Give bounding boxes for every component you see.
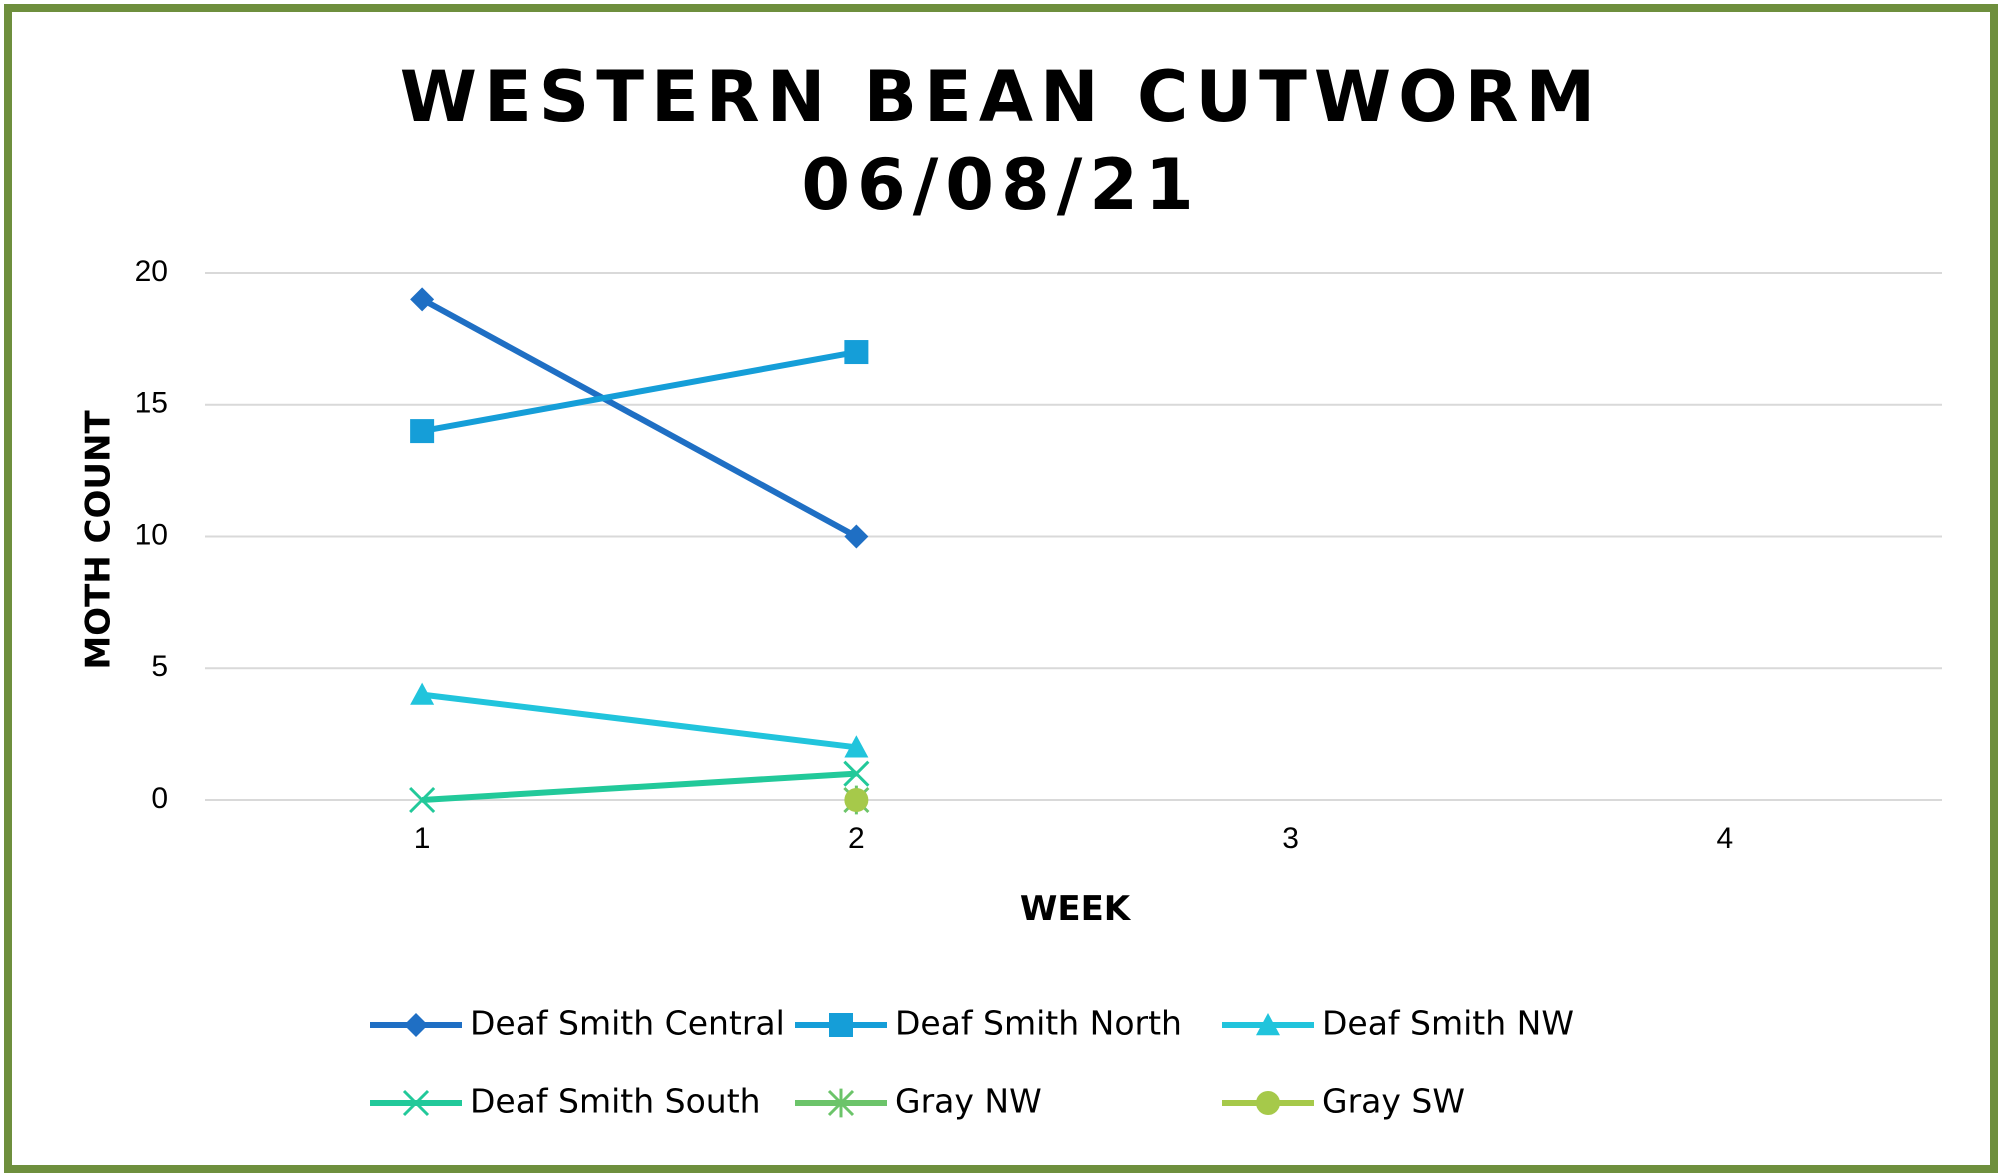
data-point bbox=[844, 735, 869, 758]
legend-item: Deaf Smith Central bbox=[370, 1004, 785, 1043]
y-axis-label: MOTH COUNT bbox=[79, 410, 119, 670]
data-point bbox=[844, 340, 869, 365]
y-tick-label: 10 bbox=[135, 518, 168, 551]
data-point bbox=[1256, 1091, 1280, 1115]
legend: Deaf Smith Central Deaf Smith North Deaf S… bbox=[370, 1004, 1574, 1121]
x-tick-label: 2 bbox=[848, 822, 865, 855]
series-line bbox=[421, 691, 857, 751]
x-tick-label: 1 bbox=[414, 822, 431, 855]
data-point bbox=[829, 1013, 853, 1037]
data-point bbox=[844, 524, 869, 549]
chart-subtitle: 06/08/21 bbox=[801, 144, 1201, 226]
series-lines bbox=[420, 296, 858, 803]
legend-item: Gray SW bbox=[1222, 1082, 1465, 1121]
y-tick-labels: 0 5 10 15 20 bbox=[135, 255, 168, 815]
gridlines bbox=[205, 272, 1942, 801]
y-tick-label: 0 bbox=[151, 782, 168, 815]
legend-item: Deaf Smith NW bbox=[1222, 1004, 1574, 1043]
x-tick-label: 4 bbox=[1717, 822, 1734, 855]
data-point bbox=[410, 419, 435, 444]
data-point bbox=[410, 682, 435, 705]
legend-item: Gray NW bbox=[795, 1082, 1042, 1121]
legend-item: Deaf Smith South bbox=[370, 1082, 761, 1121]
data-point bbox=[409, 786, 436, 814]
data-point bbox=[844, 788, 869, 812]
y-tick-label: 20 bbox=[135, 255, 168, 288]
data-point bbox=[410, 287, 435, 312]
y-tick-label: 15 bbox=[135, 387, 168, 420]
legend-item: Deaf Smith North bbox=[795, 1004, 1182, 1043]
legend-label: Gray SW bbox=[1322, 1082, 1465, 1121]
x-axis-label: WEEK bbox=[1020, 889, 1132, 929]
data-point bbox=[827, 1088, 855, 1118]
series-line bbox=[421, 770, 857, 803]
data-point bbox=[402, 1089, 430, 1117]
series-line bbox=[420, 296, 858, 540]
chart-title: WESTERN BEAN CUTWORM bbox=[399, 56, 1603, 138]
data-point bbox=[843, 760, 870, 787]
y-tick-label: 5 bbox=[151, 650, 168, 683]
legend-label: Deaf Smith Central bbox=[470, 1004, 785, 1043]
legend-label: Gray NW bbox=[895, 1082, 1042, 1121]
series-line bbox=[421, 349, 857, 435]
x-tick-labels: 1 2 3 4 bbox=[414, 822, 1733, 855]
legend-label: Deaf Smith South bbox=[470, 1082, 761, 1121]
legend-label: Deaf Smith North bbox=[895, 1004, 1182, 1043]
data-point bbox=[1256, 1013, 1280, 1036]
legend-label: Deaf Smith NW bbox=[1322, 1004, 1574, 1043]
data-point bbox=[404, 1013, 428, 1037]
series-markers bbox=[409, 287, 870, 815]
x-tick-label: 3 bbox=[1282, 822, 1299, 855]
chart-frame: WESTERN BEAN CUTWORM 06/08/21 bbox=[4, 4, 1998, 1173]
